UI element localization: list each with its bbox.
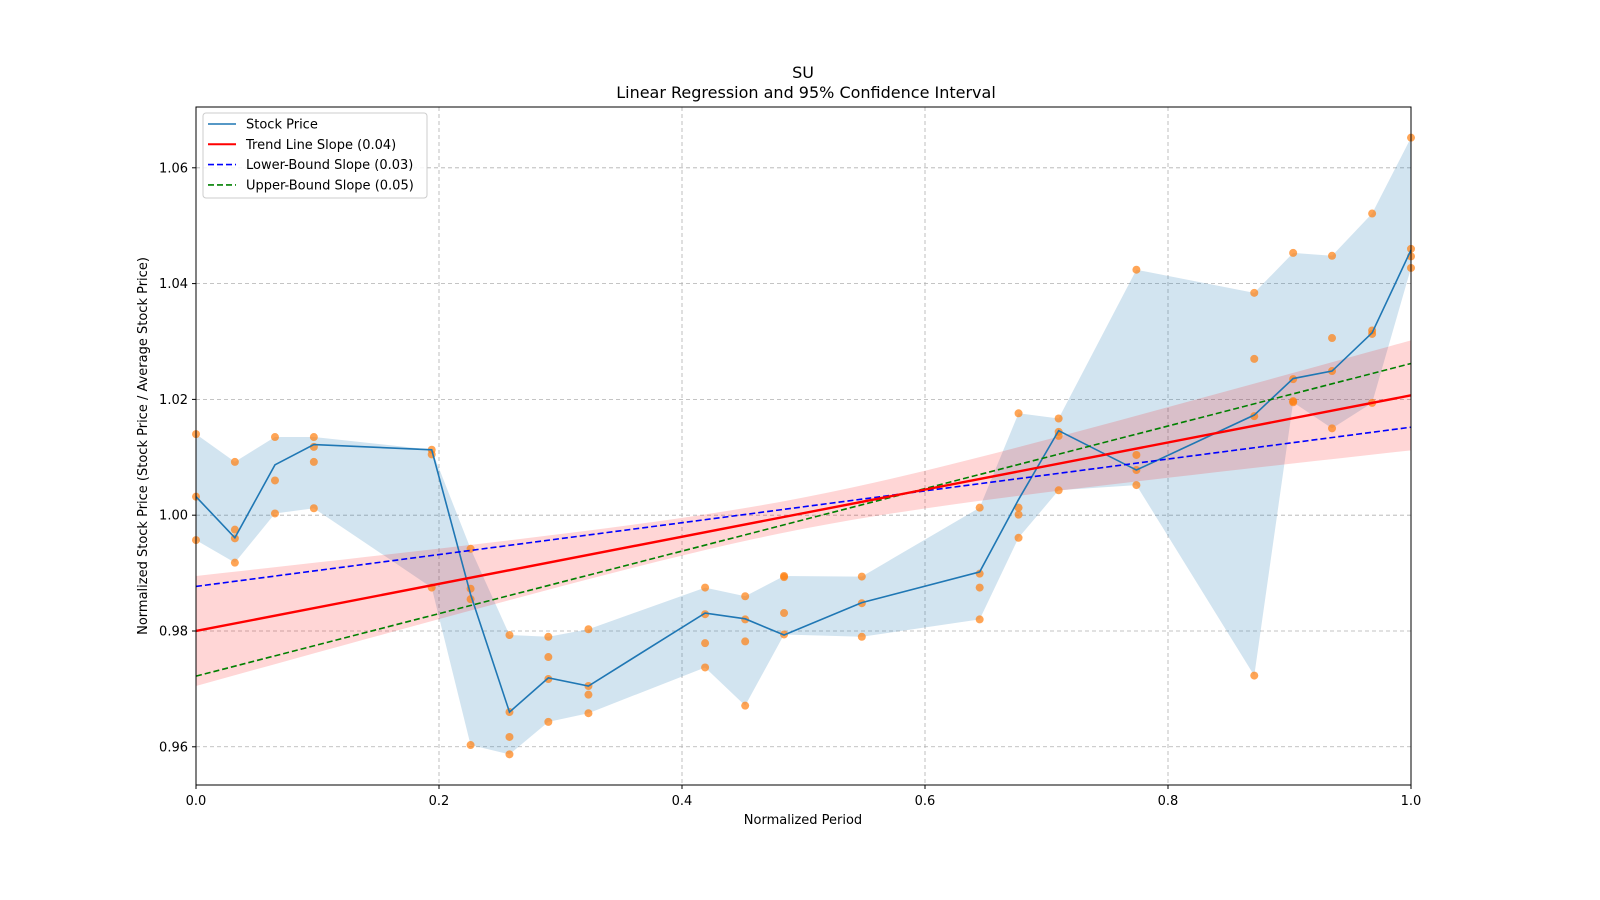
- observation-point: [857, 572, 866, 581]
- observation-point: [701, 610, 710, 619]
- observation-point: [584, 690, 593, 699]
- observation-point: [1014, 533, 1023, 542]
- observation-point: [505, 750, 514, 759]
- observation-point: [780, 573, 789, 582]
- x-tick-label: 0.0: [186, 794, 207, 809]
- lower-bound-slope-line: [195, 426, 1412, 588]
- legend-label: Lower-Bound Slope (0.03): [246, 158, 413, 173]
- observation-point: [270, 476, 279, 485]
- observation-point: [1132, 265, 1141, 274]
- observation-point: [857, 632, 866, 641]
- y-axis-label: Normalized Stock Price (Stock Price / Av…: [136, 257, 151, 635]
- observation-point: [1289, 398, 1298, 407]
- observation-point: [1289, 248, 1298, 257]
- observation-point: [701, 663, 710, 672]
- y-tick-label: 0.96: [159, 740, 188, 755]
- chart-subtitle: Linear Regression and 95% Confidence Int…: [616, 83, 996, 102]
- observation-point: [1132, 450, 1141, 459]
- observation-point: [584, 709, 593, 718]
- y-tick-label: 1.04: [159, 277, 188, 292]
- legend-label: Stock Price: [246, 118, 318, 133]
- observation-point: [309, 504, 318, 513]
- observation-point: [741, 592, 750, 601]
- observation-point: [1014, 510, 1023, 519]
- observation-point: [780, 609, 789, 618]
- observation-point: [230, 525, 239, 534]
- x-axis-label: Normalized Period: [744, 813, 862, 828]
- observation-point: [1368, 209, 1377, 218]
- observation-point: [1368, 329, 1377, 338]
- x-tick-label: 1.0: [1401, 794, 1422, 809]
- observation-point: [1054, 414, 1063, 423]
- observation-point: [270, 509, 279, 518]
- trend-line: [195, 394, 1412, 633]
- legend-box: [202, 112, 428, 199]
- observation-point: [1328, 334, 1337, 343]
- observation-point: [230, 558, 239, 567]
- observation-point: [975, 583, 984, 592]
- observation-point: [309, 433, 318, 442]
- observation-point: [270, 433, 279, 442]
- observation-point: [544, 632, 553, 641]
- observation-point: [544, 717, 553, 726]
- observation-point: [701, 583, 710, 592]
- observation-point: [975, 503, 984, 512]
- stock-price-confidence-band: [196, 137, 1411, 755]
- legend-label: Trend Line Slope (0.04): [245, 138, 396, 153]
- observation-point: [466, 741, 475, 750]
- observation-point: [741, 637, 750, 646]
- observation-point: [975, 615, 984, 624]
- legend-label: Upper-Bound Slope (0.05): [246, 178, 414, 193]
- observation-point: [1250, 288, 1259, 297]
- legend: Stock Price Trend Line Slope (0.04) Lower-…: [202, 112, 428, 199]
- observation-point: [1250, 671, 1259, 680]
- observation-point: [1328, 424, 1337, 433]
- observation-point: [1014, 409, 1023, 418]
- observation-point: [505, 631, 514, 640]
- x-tick-label: 0.2: [429, 794, 450, 809]
- plot-frame: [195, 106, 1412, 786]
- chart-title: SU: [792, 63, 814, 82]
- x-tick-label: 0.6: [915, 794, 936, 809]
- observation-point: [1132, 481, 1141, 490]
- x-tick-label: 0.8: [1158, 794, 1179, 809]
- observation-point: [505, 732, 514, 741]
- observation-point: [701, 639, 710, 648]
- y-tick-label: 1.00: [159, 509, 188, 524]
- observation-point: [1328, 251, 1337, 260]
- observation-point: [1250, 354, 1259, 363]
- y-tick-label: 1.02: [159, 393, 188, 408]
- observation-point: [230, 457, 239, 466]
- observation-point: [1014, 503, 1023, 512]
- observation-point: [741, 701, 750, 710]
- observation-point: [309, 457, 318, 466]
- stock-price-line: [195, 249, 1412, 714]
- x-tick-label: 0.4: [672, 794, 693, 809]
- observation-point: [544, 675, 553, 684]
- observation-point: [1054, 486, 1063, 495]
- observation-point: [584, 625, 593, 634]
- observation-point: [544, 653, 553, 662]
- upper-bound-slope-line: [195, 362, 1412, 677]
- y-tick-label: 0.98: [159, 624, 188, 639]
- y-tick-label: 1.06: [159, 161, 188, 176]
